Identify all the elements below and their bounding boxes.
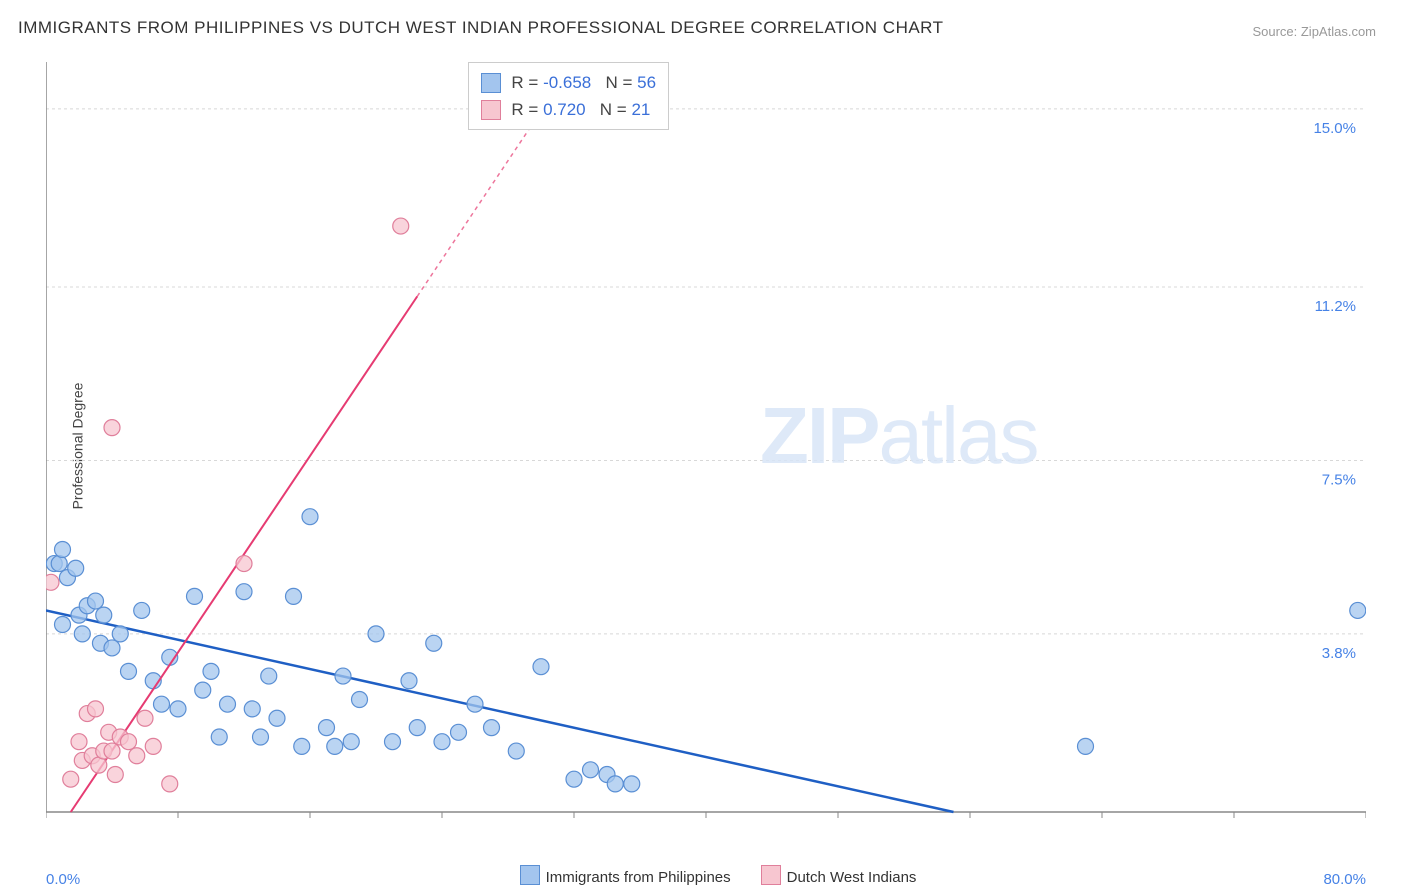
chart-plot-area: 3.8% 7.5% 11.2% 15.0% [46,62,1366,842]
legend-label: Dutch West Indians [787,869,917,886]
stat-text: R = -0.658 N = 56 [511,69,656,96]
watermark-zip: ZIP [760,391,878,480]
stat-swatch [481,100,501,120]
legend-swatch [520,865,540,885]
series-legend: Immigrants from Philippines Dutch West In… [0,865,1406,886]
stat-row: R = -0.658 N = 56 [481,69,656,96]
stat-text: R = 0.720 N = 21 [511,96,650,123]
chart-title: IMMIGRANTS FROM PHILIPPINES VS DUTCH WES… [18,18,944,38]
source-label: Source: ZipAtlas.com [1252,24,1376,39]
watermark-atlas: atlas [878,391,1037,480]
chart-svg: 3.8% 7.5% 11.2% 15.0% [46,62,1366,842]
svg-text:11.2%: 11.2% [1315,298,1356,315]
legend-swatch [761,865,781,885]
stat-row: R = 0.720 N = 21 [481,96,656,123]
stat-swatch [481,73,501,93]
legend-label: Immigrants from Philippines [546,869,731,886]
watermark: ZIPatlas [760,390,1037,482]
svg-text:7.5%: 7.5% [1322,471,1356,488]
svg-text:3.8%: 3.8% [1322,645,1356,662]
svg-text:15.0%: 15.0% [1313,120,1356,137]
correlation-stats-box: R = -0.658 N = 56R = 0.720 N = 21 [468,62,669,130]
